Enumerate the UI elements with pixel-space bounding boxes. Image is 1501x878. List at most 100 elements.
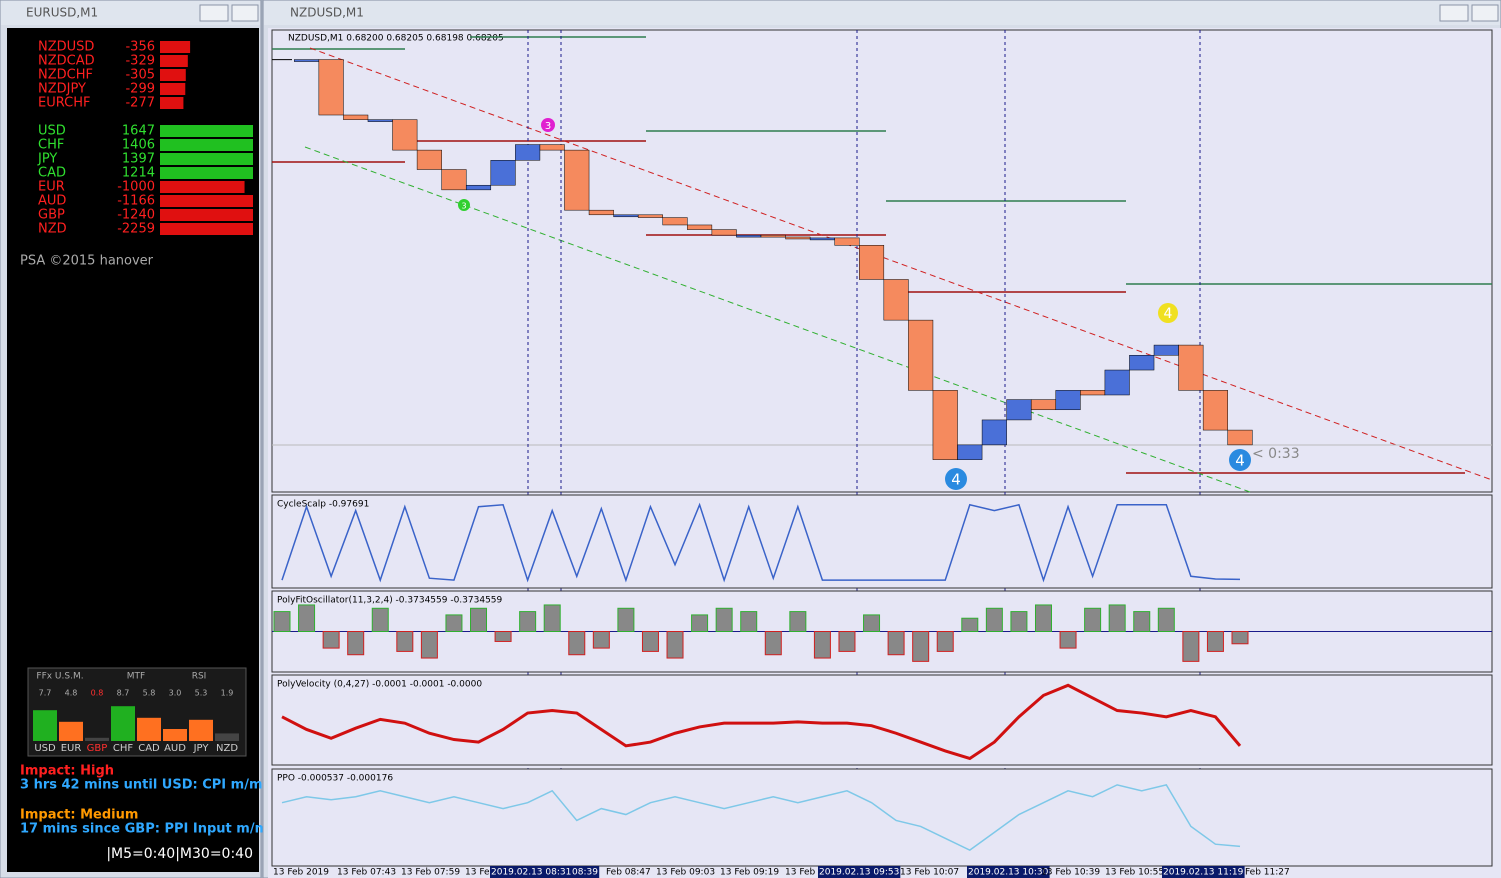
histogram-bar bbox=[1034, 604, 1052, 632]
time-label: 2019.02.13 11:19 bbox=[1163, 868, 1244, 878]
histogram-bar bbox=[740, 611, 758, 632]
strength-bar bbox=[160, 181, 245, 193]
histogram-bar bbox=[617, 607, 635, 632]
time-highlight bbox=[967, 866, 1050, 878]
indicator-line bbox=[281, 502, 1241, 583]
histogram-bar bbox=[1108, 604, 1126, 632]
strength-value: 1647 bbox=[122, 124, 155, 139]
widget-value: 1.9 bbox=[221, 689, 234, 698]
time-highlight bbox=[1162, 866, 1245, 878]
marker bbox=[458, 199, 470, 211]
symbol: GBP bbox=[38, 208, 65, 223]
strength-value: -1240 bbox=[117, 208, 155, 223]
time-label: 13 Feb 07:59 bbox=[401, 868, 460, 878]
widget-currency: AUD bbox=[164, 743, 186, 754]
widget-currency: JPY bbox=[193, 743, 210, 754]
trend-line bbox=[304, 146, 1251, 493]
strength-bar bbox=[160, 41, 191, 53]
histogram-bar bbox=[1084, 607, 1102, 632]
time-label: 08:39 bbox=[572, 868, 598, 878]
candle bbox=[1129, 354, 1155, 371]
candle bbox=[760, 234, 786, 238]
histogram-bar bbox=[715, 607, 733, 632]
symbol: AUD bbox=[38, 194, 66, 209]
marker-label: 4 bbox=[951, 471, 961, 489]
time-label: 13 Feb 10:07 bbox=[900, 868, 959, 878]
candle bbox=[1227, 429, 1253, 446]
histogram-bar bbox=[568, 631, 586, 656]
time-label: 13 Feb 10:39 bbox=[1041, 868, 1100, 878]
histogram-bar bbox=[420, 631, 438, 659]
marker bbox=[541, 118, 555, 132]
time-label: Feb 11:27 bbox=[1245, 868, 1290, 878]
widget-currency: EUR bbox=[61, 743, 82, 754]
marker-label: 4 bbox=[1235, 452, 1245, 470]
minimize-button[interactable] bbox=[1439, 4, 1469, 22]
strength-bar bbox=[160, 55, 188, 67]
time-highlight bbox=[818, 866, 901, 878]
strength-value: 1397 bbox=[122, 152, 155, 167]
widget-value: 5.3 bbox=[195, 689, 208, 698]
indicator-label: PPO -0.000537 -0.000176 bbox=[277, 774, 393, 784]
symbol: NZD bbox=[38, 222, 67, 237]
time-highlight bbox=[490, 866, 573, 878]
candle bbox=[736, 234, 762, 238]
widget-currency: USD bbox=[34, 743, 56, 754]
widget-bar bbox=[111, 706, 135, 741]
widget-bar bbox=[215, 733, 239, 741]
candle bbox=[367, 119, 393, 122]
histogram-bar bbox=[1206, 631, 1224, 652]
symbol: NZDJPY bbox=[38, 82, 86, 97]
symbol: EUR bbox=[38, 180, 65, 195]
marker bbox=[1158, 303, 1178, 323]
candle bbox=[1104, 369, 1130, 396]
candle bbox=[637, 214, 663, 218]
widget-value: 0.8 bbox=[91, 689, 104, 698]
candle bbox=[1006, 399, 1032, 421]
left-title: EURUSD,M1 bbox=[26, 6, 98, 20]
candle bbox=[1055, 390, 1081, 411]
candle bbox=[809, 237, 835, 241]
news-impact: Impact: High bbox=[20, 764, 114, 779]
candle bbox=[539, 144, 565, 151]
widget-bar bbox=[189, 719, 213, 741]
candle bbox=[588, 209, 614, 216]
symbol: NZDCAD bbox=[38, 54, 95, 69]
indicator-line bbox=[281, 784, 1241, 852]
maximize-button[interactable] bbox=[231, 4, 259, 22]
histogram-bar bbox=[1157, 607, 1175, 632]
candle bbox=[711, 229, 737, 236]
histogram-bar bbox=[543, 604, 561, 632]
widget-header: MTF bbox=[127, 672, 145, 682]
maximize-button[interactable] bbox=[1471, 4, 1499, 22]
widget-bar bbox=[137, 717, 161, 741]
strength-bar bbox=[160, 69, 186, 81]
minimize-button[interactable] bbox=[199, 4, 229, 22]
widget-bar bbox=[33, 710, 57, 741]
indicator-pane bbox=[271, 674, 1493, 766]
candle bbox=[957, 444, 983, 460]
histogram-bar bbox=[691, 614, 709, 633]
histogram-bar bbox=[1133, 611, 1151, 632]
usm-widget bbox=[27, 667, 247, 757]
histogram-bar bbox=[273, 611, 291, 632]
time-label: 13 Feb 09:19 bbox=[720, 868, 779, 878]
strength-bar bbox=[160, 223, 253, 235]
candle bbox=[564, 149, 590, 211]
time-label: 2019.02.13 09:53 bbox=[819, 868, 899, 878]
marker bbox=[1229, 449, 1251, 471]
time-highlight bbox=[571, 866, 600, 878]
candle bbox=[908, 319, 934, 391]
candle bbox=[687, 224, 713, 230]
candle bbox=[416, 149, 442, 170]
widget-currency: CHF bbox=[113, 743, 134, 754]
time-label: 13 Feb 09:03 bbox=[656, 868, 715, 878]
countdown: < 0:33 bbox=[1252, 446, 1300, 462]
candle bbox=[1178, 344, 1204, 391]
symbol: CHF bbox=[38, 138, 64, 153]
histogram-bar bbox=[371, 607, 389, 632]
strength-value: 1214 bbox=[122, 166, 155, 181]
candle bbox=[859, 245, 885, 280]
candle bbox=[465, 184, 492, 191]
strength-value: -329 bbox=[125, 54, 155, 69]
